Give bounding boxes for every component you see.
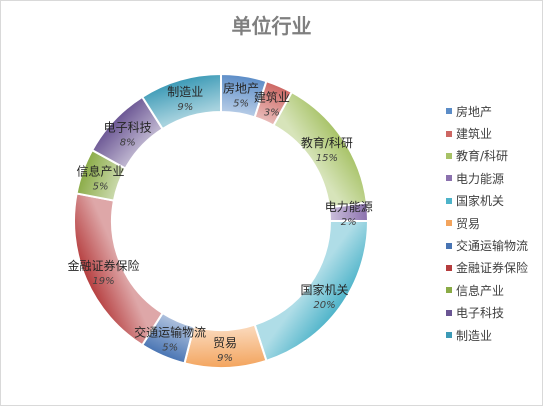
- slice-percent-贸易: 9%: [217, 353, 233, 364]
- slice-percent-建筑业: 3%: [264, 108, 280, 119]
- slices-group: [73, 72, 370, 369]
- slice-制造业[interactable]: [140, 72, 222, 131]
- legend-item-房地产: 房地产: [446, 100, 541, 122]
- slice-label-教育-科研: 教育/科研: [301, 135, 353, 150]
- legend-swatch: [446, 197, 452, 204]
- slice-label-建筑业: 建筑业: [254, 90, 290, 105]
- legend-swatch: [446, 264, 452, 271]
- legend-item-制造业: 制造业: [446, 324, 541, 346]
- slice-label-电子科技: 电子科技: [104, 120, 152, 134]
- labels-group: 房地产 5% 建筑业 3% 教育/科研 15% 电力能源 2% 国家机关 20% 贸易 9% 交通运输物…: [68, 81, 373, 364]
- legend-swatch: [446, 287, 452, 294]
- slice-percent-金融证券保险: 19%: [92, 276, 114, 287]
- legend-swatch: [446, 332, 452, 339]
- legend-label: 制造业: [456, 328, 493, 343]
- legend-label: 国家机关: [456, 194, 505, 209]
- slice-label-交通运输物流: 交通运输物流: [134, 324, 206, 339]
- legend-label: 建筑业: [456, 127, 493, 142]
- legend-item-建筑业: 建筑业: [446, 122, 541, 144]
- legend-swatch: [446, 152, 452, 159]
- chart-title: 单位行业: [231, 14, 312, 38]
- slice-percent-电力能源: 2%: [341, 217, 357, 228]
- legend-swatch: [446, 309, 452, 316]
- legend-label: 电力能源: [456, 171, 505, 186]
- legend-label: 房地产: [456, 104, 493, 119]
- slice-percent-电子科技: 8%: [120, 137, 136, 148]
- legend-item-国家机关: 国家机关: [446, 190, 541, 212]
- slice-percent-交通运输物流: 5%: [162, 342, 178, 353]
- slice-label-金融证券保险: 金融证券保险: [68, 258, 140, 273]
- slice-label-制造业: 制造业: [167, 85, 203, 99]
- slice-percent-制造业: 9%: [177, 102, 193, 113]
- legend-swatch: [446, 220, 452, 227]
- legend-label: 电子科技: [456, 306, 505, 321]
- slice-label-贸易: 贸易: [213, 336, 237, 350]
- slice-percent-国家机关: 20%: [313, 300, 335, 311]
- legend-item-交通运输物流: 交通运输物流: [446, 234, 541, 256]
- slice-label-电力能源: 电力能源: [325, 200, 373, 214]
- legend-item-贸易: 贸易: [446, 212, 541, 234]
- slice-label-国家机关: 国家机关: [301, 282, 349, 297]
- legend-item-电子科技: 电子科技: [446, 302, 541, 324]
- legend-item-电力能源: 电力能源: [446, 167, 541, 189]
- legend-label: 信息产业: [456, 283, 505, 298]
- legend-label: 贸易: [456, 216, 481, 231]
- slice-percent-教育-科研: 15%: [316, 153, 338, 164]
- legend-item-金融证券保险: 金融证券保险: [446, 257, 541, 279]
- legend-item-教育-科研: 教育/科研: [446, 145, 541, 167]
- legend-swatch: [446, 242, 452, 249]
- slice-percent-信息产业: 5%: [93, 182, 109, 193]
- legend-swatch: [446, 130, 452, 137]
- legend: 房地产建筑业教育/科研电力能源国家机关贸易交通运输物流 金融证券保险 信息产业电子科…: [446, 100, 541, 346]
- slice-percent-房地产: 5%: [233, 99, 249, 110]
- legend-label: 交通运输物流: [456, 239, 529, 254]
- legend-swatch: [446, 108, 452, 115]
- legend-label: 金融证券保险: [456, 261, 529, 276]
- legend-label: 教育/科研: [456, 149, 509, 164]
- legend-swatch: [446, 175, 452, 182]
- slice-label-房地产: 房地产: [223, 81, 259, 96]
- slice-label-信息产业: 信息产业: [77, 164, 125, 179]
- legend-item-信息产业: 信息产业: [446, 279, 541, 301]
